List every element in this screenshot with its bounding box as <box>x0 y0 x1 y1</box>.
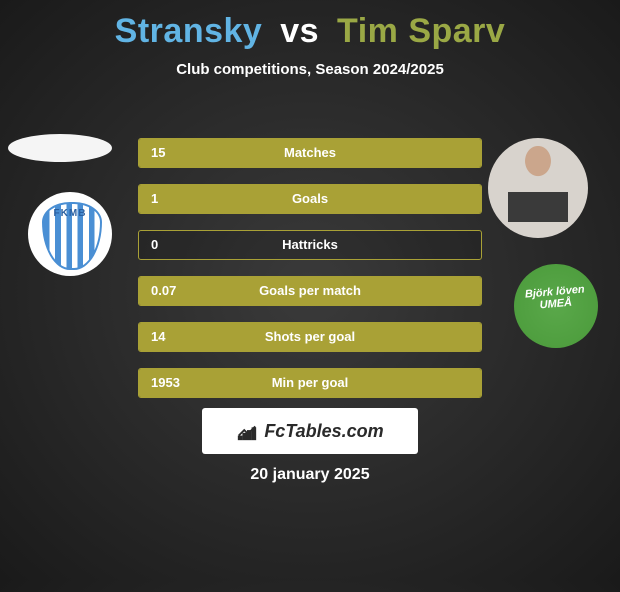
player2-avatar <box>488 138 588 238</box>
club2-badge-text: Björk löven UMEÅ <box>523 272 588 341</box>
stat-label: Hattricks <box>139 231 481 259</box>
watermark-text: FcTables.com <box>264 421 383 442</box>
player1-club-badge <box>28 192 112 276</box>
stat-row: 1953Min per goal <box>138 368 482 398</box>
player1-avatar <box>8 134 112 162</box>
stat-row: 14Shots per goal <box>138 322 482 352</box>
stat-row: 1Goals <box>138 184 482 214</box>
chart-icon <box>236 420 258 442</box>
player1-name: Stransky <box>115 12 263 50</box>
stat-bars: 15Matches 1Goals 0Hattricks 0.07Goals per m… <box>138 138 482 414</box>
stat-row: 0.07Goals per match <box>138 276 482 306</box>
comparison-title: Stransky vs Tim Sparv <box>0 12 620 51</box>
stat-label: Matches <box>139 139 481 167</box>
stat-label: Shots per goal <box>139 323 481 351</box>
stat-row: 15Matches <box>138 138 482 168</box>
stat-row: 0Hattricks <box>138 230 482 260</box>
snapshot-date: 20 january 2025 <box>0 466 620 484</box>
stat-label: Goals per match <box>139 277 481 305</box>
season-subtitle: Club competitions, Season 2024/2025 <box>0 61 620 78</box>
stat-label: Goals <box>139 185 481 213</box>
watermark-badge: FcTables.com <box>202 408 418 454</box>
player2-name: Tim Sparv <box>337 12 505 50</box>
stats-chart: Björk löven UMEÅ 15Matches 1Goals 0Hattric… <box>0 122 620 412</box>
vs-separator: vs <box>280 12 319 50</box>
player2-club-badge: Björk löven UMEÅ <box>514 264 598 348</box>
stat-label: Min per goal <box>139 369 481 397</box>
